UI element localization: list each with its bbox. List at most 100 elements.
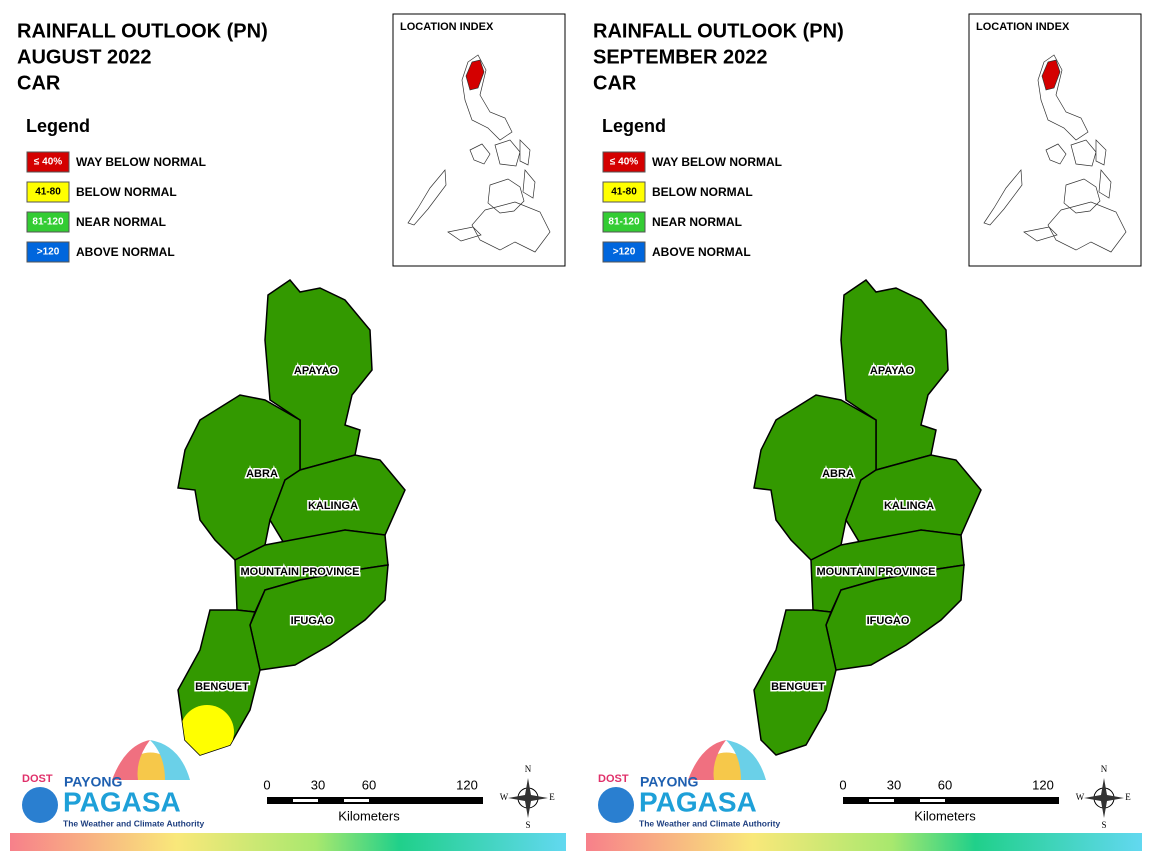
title-line: RAINFALL OUTLOOK (PN) [593,20,844,42]
logo-top: PAYONG [640,774,698,790]
legend-code: >120 [613,247,636,258]
logo-umbrella-l [112,740,150,780]
province-label: APAYAO [294,365,339,377]
logo-main: PAGASA [63,786,181,817]
logo-tagline: The Weather and Climate Authority [639,818,780,828]
title-line: AUGUST 2022 [17,46,152,68]
legend-code: 81-120 [32,217,64,228]
legend-swatch [602,181,646,203]
legend-code: 81-120 [608,217,640,228]
car-highlight [1041,59,1061,91]
province-label: IFUGAO [867,615,910,627]
compass-letter: S [1101,820,1106,830]
index-box [392,13,566,267]
legend-swatch [26,211,70,233]
logo-seal [598,787,634,823]
compass-letter: W [1076,792,1085,802]
province-label: MOUNTAIN PROVINCE [817,566,936,578]
province-label: BENGUET [195,681,249,693]
compass-letter: N [525,764,532,774]
province-label: KALINGA [884,500,934,512]
scale-tick: 30 [887,777,901,792]
legend-swatch [26,241,70,263]
province-label: BENGUET [771,681,825,693]
legend-label: ABOVE NORMAL [652,245,751,259]
compass-letter: W [500,792,509,802]
scale-seg [293,799,318,802]
legend-swatch [26,151,70,173]
legend-title: Legend [602,116,666,136]
philippines-outline [983,54,1127,253]
rainbow-bar [10,833,566,851]
compass-letter: E [549,792,555,802]
legend-label: NEAR NORMAL [652,215,742,229]
scale-tick: 120 [456,777,478,792]
scale-seg [344,799,369,802]
logo-umbrella-r [726,740,766,780]
province-partial [180,705,234,755]
scale-tick: 0 [263,777,270,792]
car-highlight [465,59,485,91]
logo-tagline: The Weather and Climate Authority [63,818,204,828]
title-line: CAR [593,72,637,94]
compass-letter: E [1125,792,1131,802]
legend-swatch [602,151,646,173]
scale-seg [920,799,945,802]
compass-letter: N [1101,764,1108,774]
philippines-outline [407,54,551,253]
panel: RAINFALL OUTLOOK (PN) AUGUST 2022 CAR Legen… [10,13,566,851]
legend-label: WAY BELOW NORMAL [652,155,782,169]
compass-letter: S [525,820,530,830]
scale-tick: 120 [1032,777,1054,792]
legend-code: >120 [37,247,60,258]
legend-swatch [602,211,646,233]
logo-agency: DOST [22,773,53,785]
title-line: RAINFALL OUTLOOK (PN) [17,20,268,42]
scale-unit: Kilometers [338,808,400,823]
legend-label: BELOW NORMAL [76,185,177,199]
legend-swatch [26,181,70,203]
scale-seg [869,799,894,802]
index-title: LOCATION INDEX [400,21,494,33]
index-box [968,13,1142,267]
legend-label: NEAR NORMAL [76,215,166,229]
legend-label: ABOVE NORMAL [76,245,175,259]
province-label: IFUGAO [291,615,334,627]
legend-code: 41-80 [35,187,61,198]
province [840,278,949,471]
scale-bar [843,797,1059,804]
logo-umbrella-l [688,740,726,780]
scale-tick: 0 [839,777,846,792]
logo-top: PAYONG [64,774,122,790]
legend-swatch [602,241,646,263]
scale-tick: 30 [311,777,325,792]
legend-code: ≤ 40% [610,157,638,168]
legend-label: WAY BELOW NORMAL [76,155,206,169]
logo-seal [22,787,58,823]
province-label: APAYAO [870,365,915,377]
province [753,609,837,756]
logo-umbrella-r [150,740,190,780]
scale-unit: Kilometers [914,808,976,823]
scale-tick: 60 [938,777,952,792]
province [264,278,373,471]
title-line: SEPTEMBER 2022 [593,46,768,68]
legend-label: BELOW NORMAL [652,185,753,199]
legend-title: Legend [26,116,90,136]
province-label: ABRA [246,468,278,480]
compass-star [508,778,548,818]
legend-code: ≤ 40% [34,157,62,168]
index-title: LOCATION INDEX [976,21,1070,33]
province-label: KALINGA [308,500,358,512]
rainbow-bar [586,833,1142,851]
logo-agency: DOST [598,773,629,785]
compass-star [1084,778,1124,818]
scale-tick: 60 [362,777,376,792]
panel: RAINFALL OUTLOOK (PN) SEPTEMBER 2022 CAR Le… [586,13,1142,851]
logo-main: PAGASA [639,786,757,817]
province-label: MOUNTAIN PROVINCE [241,566,360,578]
scale-bar [267,797,483,804]
province-label: ABRA [822,468,854,480]
title-line: CAR [17,72,61,94]
